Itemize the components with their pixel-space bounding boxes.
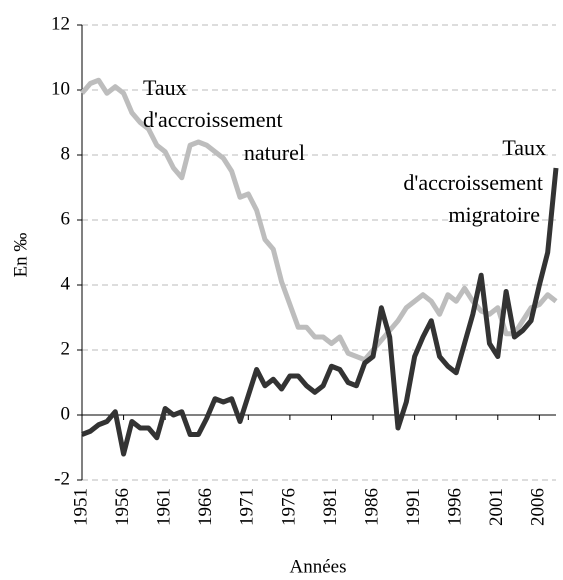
y-tick-label: 2 <box>61 338 71 359</box>
y-tick-label: 10 <box>51 78 70 99</box>
annotation: d'accroissement <box>143 107 283 132</box>
x-tick-label: 1956 <box>112 488 133 526</box>
annotation: d'accroissement <box>403 170 543 195</box>
annotation: naturel <box>244 140 305 165</box>
y-tick-label: 6 <box>61 208 71 229</box>
y-tick-label: 8 <box>61 143 71 164</box>
x-tick-label: 2001 <box>486 488 507 526</box>
x-tick-label: 1971 <box>237 488 258 526</box>
x-tick-label: 1991 <box>403 488 424 526</box>
x-axis-label: Années <box>290 556 347 577</box>
x-tick-label: 1996 <box>445 488 466 526</box>
x-tick-label: 1986 <box>361 488 382 526</box>
series-line <box>81 167 559 457</box>
y-tick-label: 12 <box>51 13 70 34</box>
x-tick-label: 2006 <box>528 488 549 526</box>
x-tick-label: 1961 <box>154 488 175 526</box>
x-tick-label: 1951 <box>70 488 91 526</box>
y-tick-label: -2 <box>54 468 70 489</box>
y-tick-label: 0 <box>61 403 71 424</box>
y-axis-label: En ‰ <box>10 233 31 278</box>
x-tick-label: 1976 <box>278 488 299 526</box>
annotation: migratoire <box>448 202 540 227</box>
y-tick-label: 4 <box>61 273 71 294</box>
annotation: Taux <box>502 135 546 160</box>
x-tick-label: 1981 <box>320 488 341 526</box>
annotation: Taux <box>143 75 187 100</box>
x-tick-label: 1966 <box>195 488 216 526</box>
